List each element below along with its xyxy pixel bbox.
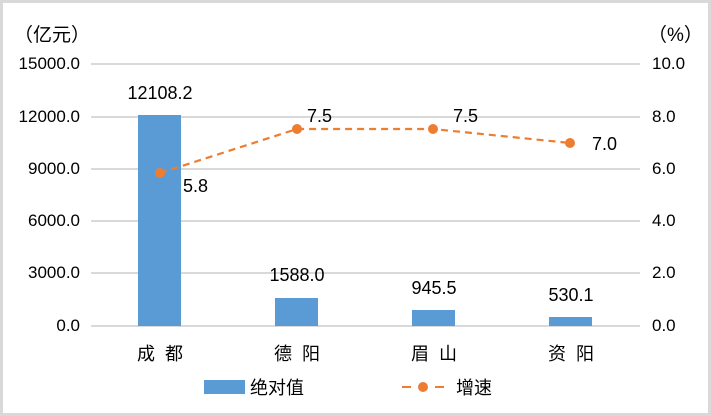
gridline <box>91 63 640 65</box>
bar-swatch-icon <box>204 380 245 394</box>
right-tick: 10.0 <box>652 54 686 73</box>
left-tick: 12000.0 <box>18 107 80 126</box>
growth-marker <box>292 124 302 134</box>
left-tick: 6000.0 <box>28 211 80 230</box>
left-tick: 3000.0 <box>28 263 80 282</box>
category-label: 资阳 <box>548 344 604 365</box>
dashed-line-marker-icon <box>402 382 444 392</box>
bar-ziyang <box>549 317 592 326</box>
left-tick: 15000.0 <box>18 54 80 73</box>
right-tick: 4.0 <box>652 211 676 230</box>
growth-marker <box>565 138 575 148</box>
bar-meishan <box>412 310 455 326</box>
legend-item-line: 增速 <box>402 374 492 400</box>
growth-value-label: 7.0 <box>592 134 618 154</box>
right-axis-unit: （%） <box>648 25 703 46</box>
gridline <box>91 116 640 118</box>
right-tick: 8.0 <box>652 107 676 126</box>
growth-marker <box>428 124 438 134</box>
gridline <box>91 272 640 274</box>
gridline <box>91 220 640 222</box>
left-tick: 9000.0 <box>28 159 80 178</box>
bar-value-label: 12108.2 <box>127 83 193 103</box>
left-tick: 0.0 <box>56 316 80 335</box>
growth-marker <box>155 168 165 178</box>
legend-item-bar: 绝对值 <box>204 374 304 400</box>
gridline <box>91 168 640 170</box>
bar-chengdu <box>138 115 181 326</box>
legend-label: 增速 <box>456 378 492 398</box>
bar-deyang <box>275 298 318 326</box>
right-tick: 2.0 <box>652 263 676 282</box>
right-tick: 0.0 <box>652 316 676 335</box>
category-label: 德阳 <box>274 344 330 365</box>
growth-value-label: 7.5 <box>307 106 333 126</box>
bar-value-label: 945.5 <box>411 278 457 298</box>
bar-value-label: 1588.0 <box>269 265 325 285</box>
bar-value-label: 530.1 <box>548 285 594 305</box>
legend-label: 绝对值 <box>250 378 304 398</box>
x-axis-line <box>91 325 640 327</box>
category-label: 成都 <box>137 344 193 365</box>
left-axis-unit: （亿元） <box>14 25 91 46</box>
growth-value-label: 5.8 <box>183 176 209 196</box>
right-tick: 6.0 <box>652 159 676 178</box>
growth-value-label: 7.5 <box>453 106 479 126</box>
category-label: 眉山 <box>411 344 467 365</box>
